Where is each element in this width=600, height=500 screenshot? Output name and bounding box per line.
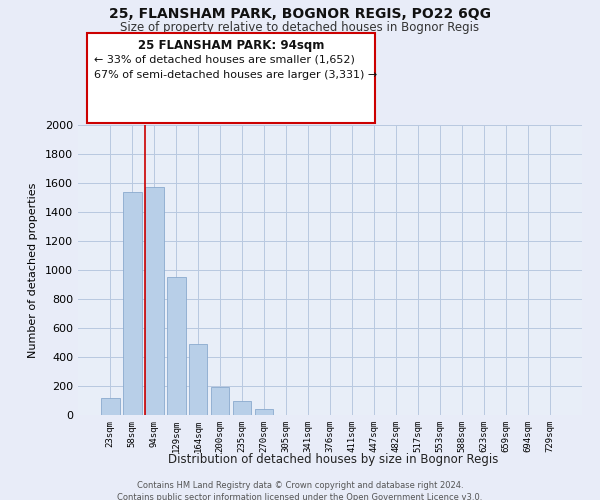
Text: 25, FLANSHAM PARK, BOGNOR REGIS, PO22 6QG: 25, FLANSHAM PARK, BOGNOR REGIS, PO22 6Q… [109, 8, 491, 22]
Bar [211, 388, 229, 415]
Text: Contains public sector information licensed under the Open Government Licence v3: Contains public sector information licen… [118, 492, 482, 500]
Bar [101, 398, 119, 415]
Text: Size of property relative to detached houses in Bognor Regis: Size of property relative to detached ho… [121, 21, 479, 34]
Bar [145, 188, 164, 415]
Text: ← 33% of detached houses are smaller (1,652): ← 33% of detached houses are smaller (1,… [94, 55, 355, 65]
Text: 25 FLANSHAM PARK: 94sqm: 25 FLANSHAM PARK: 94sqm [138, 39, 324, 52]
Text: Contains HM Land Registry data © Crown copyright and database right 2024.: Contains HM Land Registry data © Crown c… [137, 481, 463, 490]
Text: 67% of semi-detached houses are larger (3,331) →: 67% of semi-detached houses are larger (… [94, 70, 377, 80]
Bar [167, 277, 185, 415]
Y-axis label: Number of detached properties: Number of detached properties [28, 182, 38, 358]
Bar [233, 400, 251, 415]
Bar [189, 344, 208, 415]
Bar [255, 409, 274, 415]
Bar [123, 192, 142, 415]
Text: Distribution of detached houses by size in Bognor Regis: Distribution of detached houses by size … [168, 452, 498, 466]
